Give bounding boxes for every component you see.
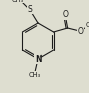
- Text: CH₃: CH₃: [86, 22, 89, 28]
- Text: N: N: [35, 54, 41, 64]
- Text: O: O: [63, 10, 69, 19]
- Text: O: O: [78, 27, 83, 36]
- Text: S: S: [28, 4, 32, 13]
- Text: CH₃: CH₃: [29, 72, 41, 78]
- Text: CH₃: CH₃: [12, 0, 24, 3]
- Text: +: +: [39, 54, 43, 59]
